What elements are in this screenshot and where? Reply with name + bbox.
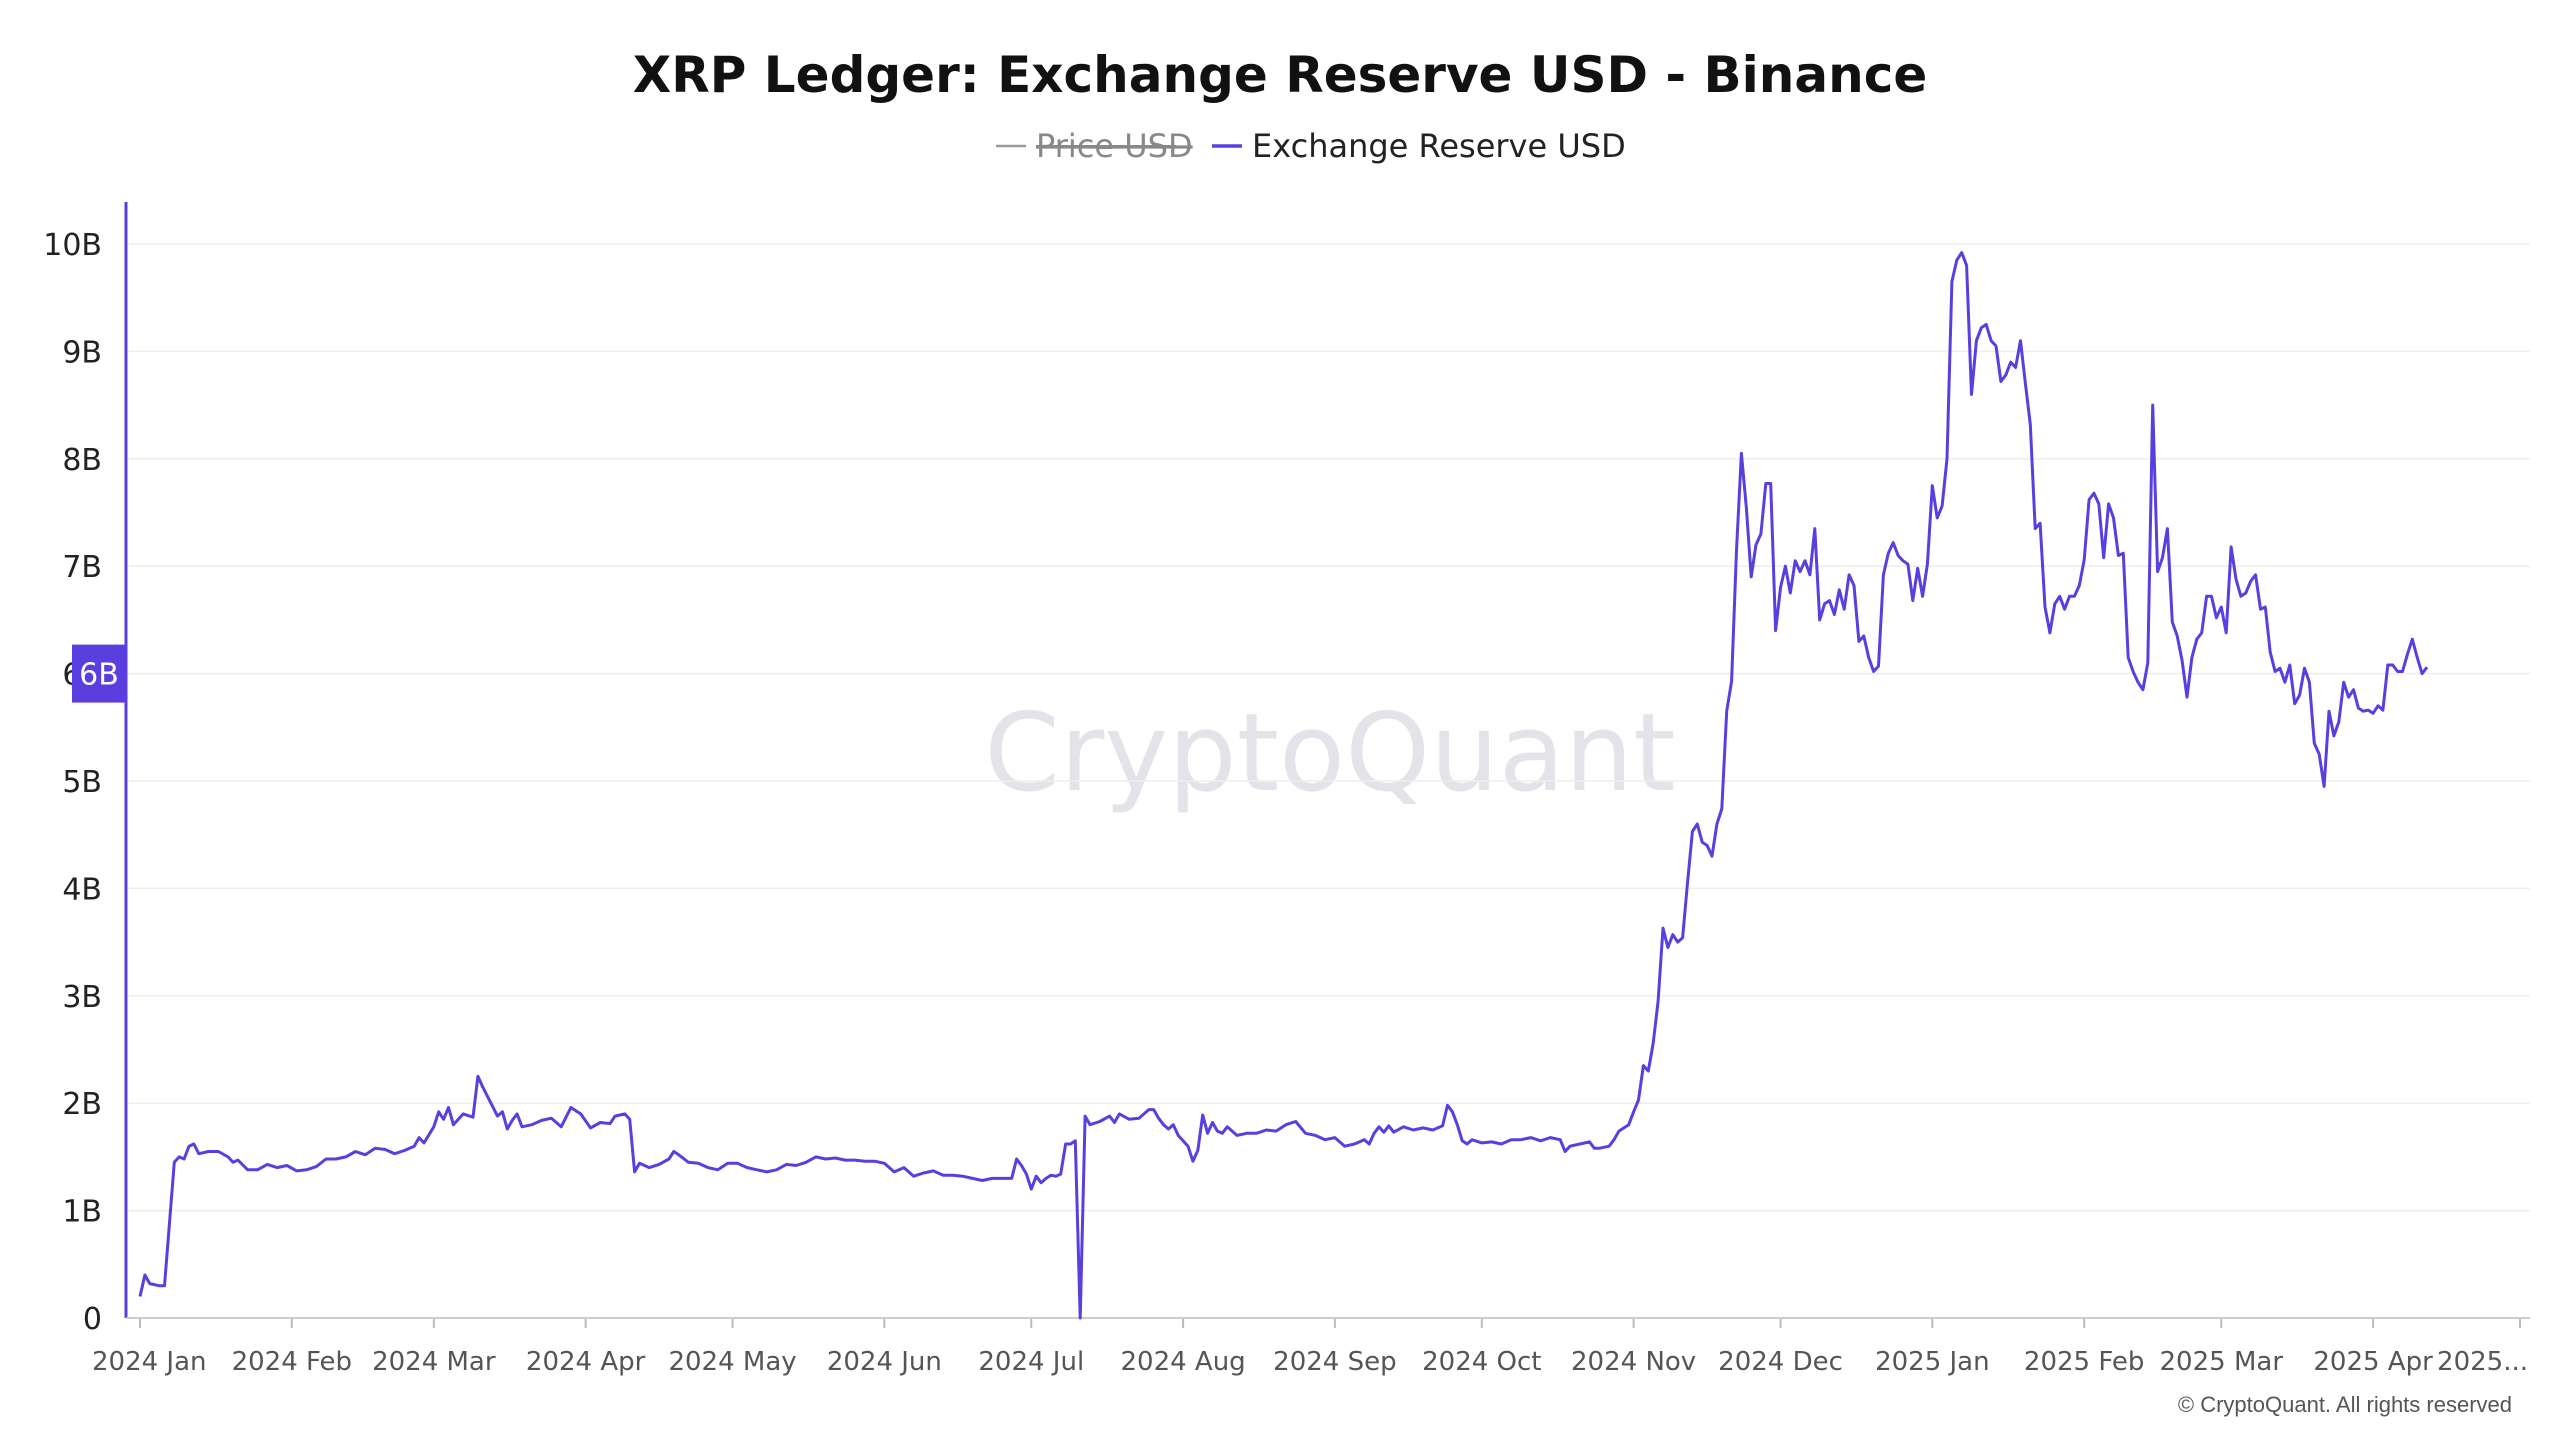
x-tick-label: 2024 Apr xyxy=(526,1347,646,1377)
x-tick-label: 2024 Aug xyxy=(1120,1347,1245,1377)
x-tick-label: 2024 Feb xyxy=(232,1347,352,1377)
x-tick-label: 2025 Feb xyxy=(2024,1347,2144,1377)
x-tick-label: 2024 Jan xyxy=(92,1347,207,1377)
x-tick-label: 2025 Apr xyxy=(2313,1347,2433,1377)
legend-item-reserve[interactable]: Exchange Reserve USD xyxy=(1212,127,1626,165)
series-line-exchange-reserve[interactable] xyxy=(138,251,2429,1320)
chart-title: XRP Ledger: Exchange Reserve USD - Binan… xyxy=(633,46,1928,104)
x-tick-label: 2024 Jun xyxy=(827,1347,942,1377)
x-tick-label: 2024 Dec xyxy=(1718,1347,1843,1377)
y-tick-label: 1B xyxy=(62,1195,102,1230)
x-tick-label: 2024 May xyxy=(668,1347,796,1377)
x-axis-ticks: 2024 Jan 2024 Feb 2024 Mar 2024 Apr 2024 May… xyxy=(92,1318,2528,1377)
y-tick-label: 0 xyxy=(83,1302,102,1337)
y-tick-label: 10B xyxy=(43,228,102,263)
y-tick-label: 3B xyxy=(62,980,102,1015)
x-tick-label: 2024 Oct xyxy=(1422,1347,1541,1377)
y-tick-label: 8B xyxy=(62,443,102,478)
y-tick-label: 4B xyxy=(62,872,102,907)
y-tick-label: 2B xyxy=(62,1087,102,1122)
y-axis-ticks: 01B2B3B4B5B6B7B8B9B10B xyxy=(43,228,102,1337)
legend-label-reserve: Exchange Reserve USD xyxy=(1252,127,1626,165)
x-tick-label: 2025 Jan xyxy=(1875,1347,1990,1377)
y-tick-label: 5B xyxy=(62,765,102,800)
y-cursor-badge: 6B xyxy=(72,644,126,703)
x-tick-label: 2024 Nov xyxy=(1571,1347,1696,1377)
copyright: © CryptoQuant. All rights reserved xyxy=(2178,1392,2512,1417)
x-tick-label: 2024 Sep xyxy=(1273,1347,1396,1377)
y-tick-label: 7B xyxy=(62,550,102,585)
x-tick-label: 2025 Mar xyxy=(2160,1347,2284,1377)
legend-item-price[interactable]: Price USD xyxy=(996,127,1193,165)
y-cursor-badge-bg xyxy=(72,644,126,703)
legend: Price USD Exchange Reserve USD xyxy=(996,127,1626,165)
x-tick-label: 2024 Jul xyxy=(978,1347,1084,1377)
watermark: CryptoQuant xyxy=(984,691,1675,816)
y-tick-label: 9B xyxy=(62,335,102,370)
x-tick-label: 2024 Mar xyxy=(372,1347,496,1377)
x-tick-label: 2025... xyxy=(2437,1347,2528,1377)
gridlines xyxy=(126,243,2530,1212)
y-cursor-badge-label: 6B xyxy=(79,658,119,693)
